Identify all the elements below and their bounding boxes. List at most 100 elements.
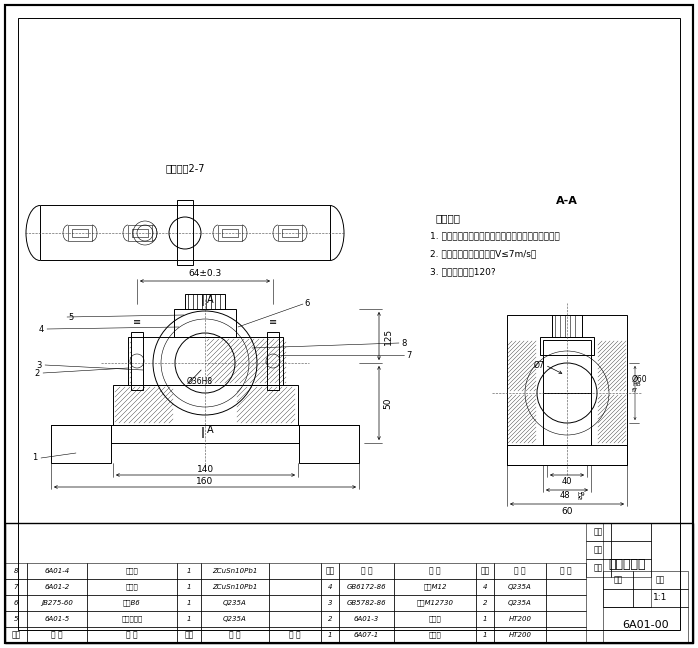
Text: 轴承盖: 轴承盖 bbox=[429, 616, 441, 622]
Text: 材 料: 材 料 bbox=[229, 631, 241, 640]
Text: 轴衬固定套: 轴衬固定套 bbox=[121, 616, 142, 622]
Text: 数量: 数量 bbox=[480, 566, 489, 575]
Text: 64±0.3: 64±0.3 bbox=[188, 270, 222, 279]
Text: 1: 1 bbox=[187, 568, 191, 574]
Bar bbox=[339, 627, 394, 643]
Bar bbox=[27, 611, 87, 627]
Bar bbox=[5, 595, 27, 611]
Text: 2: 2 bbox=[483, 600, 487, 606]
Bar bbox=[87, 579, 177, 595]
Text: JB275-60: JB275-60 bbox=[41, 600, 73, 606]
Bar bbox=[185, 294, 225, 309]
Text: 材 料: 材 料 bbox=[514, 566, 526, 575]
Text: 140: 140 bbox=[197, 465, 214, 474]
Bar bbox=[321, 611, 339, 627]
Bar bbox=[177, 200, 193, 265]
Bar bbox=[40, 205, 330, 260]
Bar bbox=[5, 523, 693, 643]
Text: 序号: 序号 bbox=[325, 566, 334, 575]
Text: 5: 5 bbox=[68, 312, 73, 321]
Text: ≡: ≡ bbox=[269, 317, 277, 327]
Bar bbox=[633, 571, 688, 589]
Text: 螺栓M12730: 螺栓M12730 bbox=[417, 599, 454, 607]
Text: Ø7: Ø7 bbox=[534, 360, 544, 369]
Bar bbox=[603, 589, 633, 607]
Text: 1: 1 bbox=[483, 632, 487, 638]
Text: 50: 50 bbox=[383, 397, 392, 409]
Bar bbox=[494, 611, 546, 627]
Text: 数量: 数量 bbox=[614, 575, 623, 584]
Bar bbox=[111, 425, 299, 443]
Text: ZCuSn10Pb1: ZCuSn10Pb1 bbox=[212, 584, 258, 590]
Bar bbox=[546, 579, 586, 595]
Bar bbox=[507, 315, 627, 465]
Bar bbox=[132, 229, 148, 237]
Bar bbox=[269, 611, 321, 627]
Text: 4: 4 bbox=[483, 584, 487, 590]
Text: A-A: A-A bbox=[556, 196, 578, 206]
Bar bbox=[611, 523, 651, 541]
Bar bbox=[5, 563, 27, 579]
Bar bbox=[201, 563, 269, 579]
Text: 备 注: 备 注 bbox=[560, 566, 572, 575]
Bar bbox=[339, 563, 394, 579]
Bar bbox=[5, 611, 27, 627]
Bar bbox=[611, 559, 651, 577]
Bar bbox=[586, 559, 611, 577]
Bar bbox=[552, 315, 582, 337]
Text: Q235A: Q235A bbox=[508, 584, 532, 590]
Text: 上轴衬: 上轴衬 bbox=[126, 584, 138, 590]
Bar bbox=[394, 595, 476, 611]
Text: 备 注: 备 注 bbox=[289, 631, 301, 640]
Text: Q235A: Q235A bbox=[508, 600, 532, 606]
Bar bbox=[321, 595, 339, 611]
Bar bbox=[201, 579, 269, 595]
Bar bbox=[51, 425, 111, 463]
Text: 代 号: 代 号 bbox=[51, 631, 63, 640]
Bar bbox=[27, 595, 87, 611]
Bar bbox=[177, 627, 201, 643]
Bar bbox=[128, 225, 152, 241]
Bar bbox=[177, 563, 201, 579]
Text: 1: 1 bbox=[187, 616, 191, 622]
Bar bbox=[321, 627, 339, 643]
Text: HT200: HT200 bbox=[509, 632, 531, 638]
Bar bbox=[603, 523, 651, 607]
Text: 7: 7 bbox=[406, 351, 412, 360]
Text: 6A01-4: 6A01-4 bbox=[45, 568, 70, 574]
Bar bbox=[87, 611, 177, 627]
Bar bbox=[201, 595, 269, 611]
Text: f7: f7 bbox=[632, 389, 638, 393]
Text: H8: H8 bbox=[632, 382, 641, 388]
Bar bbox=[476, 611, 494, 627]
Text: 7: 7 bbox=[14, 584, 18, 590]
Bar bbox=[611, 541, 651, 559]
Text: Ø36H8: Ø36H8 bbox=[187, 376, 213, 386]
Bar bbox=[27, 563, 87, 579]
Bar bbox=[546, 627, 586, 643]
Text: 6: 6 bbox=[14, 600, 18, 606]
Text: 名 称: 名 称 bbox=[126, 631, 138, 640]
Bar bbox=[546, 595, 586, 611]
Text: 油标B6: 油标B6 bbox=[123, 599, 141, 607]
Text: ZCuSn10Pb1: ZCuSn10Pb1 bbox=[212, 568, 258, 574]
Text: 比例: 比例 bbox=[656, 575, 665, 584]
Text: 1: 1 bbox=[483, 616, 487, 622]
Bar bbox=[321, 579, 339, 595]
Bar bbox=[540, 337, 594, 355]
Text: GB6172-86: GB6172-86 bbox=[347, 584, 386, 590]
Text: 制图: 制图 bbox=[594, 527, 603, 537]
Bar bbox=[476, 579, 494, 595]
Bar bbox=[72, 229, 88, 237]
Text: A: A bbox=[207, 425, 214, 435]
Bar bbox=[494, 579, 546, 595]
Text: 1: 1 bbox=[328, 632, 332, 638]
Bar bbox=[507, 445, 627, 465]
Bar bbox=[603, 571, 633, 589]
Bar bbox=[586, 523, 611, 541]
Text: 代 号: 代 号 bbox=[361, 566, 372, 575]
Bar bbox=[321, 563, 339, 579]
Bar bbox=[131, 332, 143, 390]
Text: 2: 2 bbox=[34, 369, 40, 378]
Text: 1: 1 bbox=[32, 454, 38, 463]
